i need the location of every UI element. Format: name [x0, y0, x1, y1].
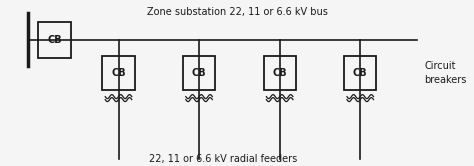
Bar: [38, 22, 71, 58]
Text: Circuit
breakers: Circuit breakers: [424, 61, 466, 85]
Text: CB: CB: [273, 68, 287, 78]
Text: 22, 11 or 6.6 kV radial feeders: 22, 11 or 6.6 kV radial feeders: [149, 154, 297, 164]
Bar: [344, 56, 376, 90]
Bar: [102, 56, 135, 90]
Text: CB: CB: [47, 35, 62, 45]
Text: Zone substation 22, 11 or 6.6 kV bus: Zone substation 22, 11 or 6.6 kV bus: [146, 7, 328, 17]
Text: CB: CB: [192, 68, 206, 78]
Bar: [264, 56, 296, 90]
Text: CB: CB: [111, 68, 126, 78]
Text: CB: CB: [353, 68, 367, 78]
Bar: [183, 56, 215, 90]
